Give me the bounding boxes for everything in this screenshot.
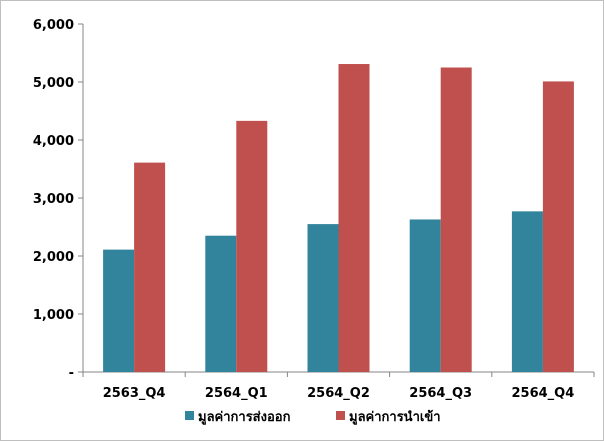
legend-swatch-export bbox=[185, 411, 194, 420]
x-category-label: 2564_Q3 bbox=[409, 386, 472, 401]
bar-import-2563_Q4 bbox=[134, 162, 166, 372]
bar-export-2564_Q1 bbox=[205, 235, 237, 372]
bar-import-2564_Q3 bbox=[440, 67, 472, 372]
x-category-label: 2563_Q4 bbox=[103, 386, 166, 401]
y-tick-label: 3,000 bbox=[33, 192, 74, 207]
bar-import-2564_Q2 bbox=[338, 64, 370, 373]
bar-export-2564_Q2 bbox=[307, 224, 339, 372]
y-tick-label: 4,000 bbox=[33, 134, 74, 149]
y-axis-ticks: - 1,000 2,000 3,000 4,000 5,000 6,000 bbox=[33, 18, 83, 381]
x-axis-categories: 2563_Q4 2564_Q1 2564_Q2 2564_Q3 2564_Q4 bbox=[82, 372, 595, 401]
x-category-label: 2564_Q2 bbox=[307, 386, 370, 401]
bar-export-2564_Q3 bbox=[409, 219, 441, 372]
legend-swatch-import bbox=[336, 411, 345, 420]
bar-series bbox=[103, 64, 574, 373]
y-tick-label: 6,000 bbox=[33, 18, 74, 33]
bar-export-2564_Q4 bbox=[511, 211, 543, 372]
x-category-label: 2564_Q1 bbox=[205, 386, 268, 401]
bar-import-2564_Q4 bbox=[542, 81, 574, 373]
legend: มูลค่าการส่งออก มูลค่าการนำเข้า bbox=[185, 409, 441, 425]
y-tick-label: 1,000 bbox=[33, 308, 74, 323]
legend-label-export: มูลค่าการส่งออก bbox=[198, 410, 291, 425]
bar-import-2564_Q1 bbox=[236, 120, 268, 372]
y-tick-label: 2,000 bbox=[33, 250, 74, 265]
y-tick-label: - bbox=[69, 366, 74, 381]
y-tick-label: 5,000 bbox=[33, 76, 74, 91]
x-category-label: 2564_Q4 bbox=[512, 386, 575, 401]
legend-label-import: มูลค่าการนำเข้า bbox=[349, 409, 441, 425]
bar-export-2563_Q4 bbox=[103, 249, 135, 372]
